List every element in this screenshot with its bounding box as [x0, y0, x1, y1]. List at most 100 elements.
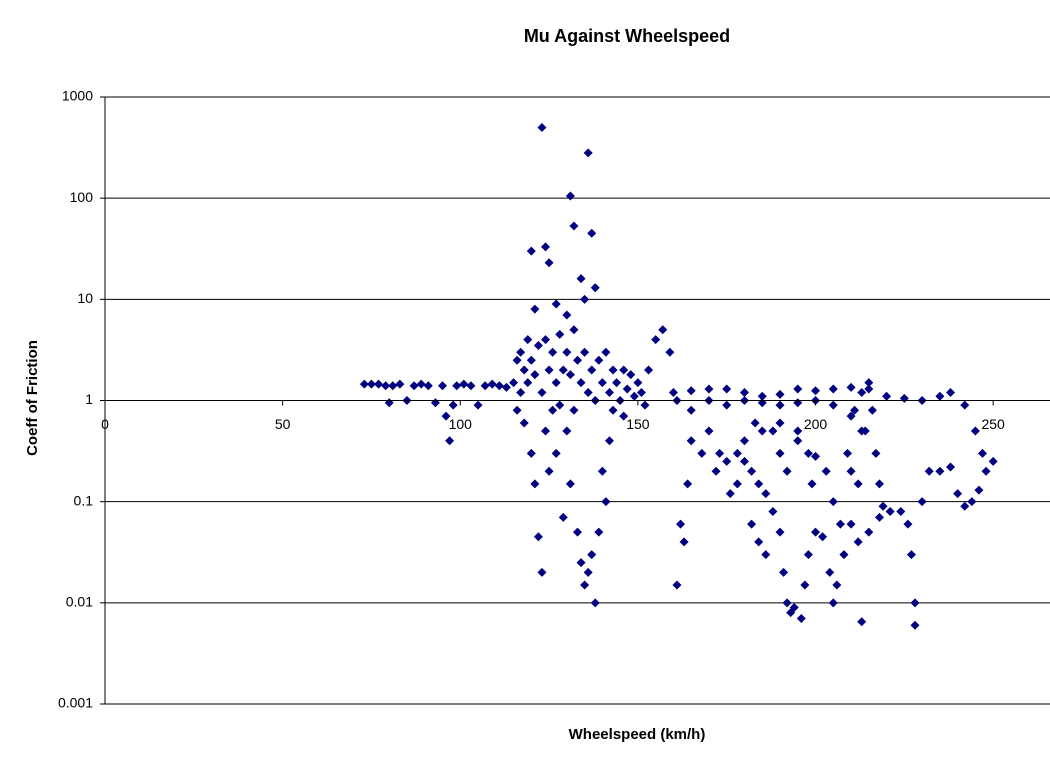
- data-point: [583, 567, 593, 577]
- data-point: [551, 448, 561, 458]
- data-point: [871, 448, 881, 458]
- data-point: [619, 411, 629, 421]
- data-point: [548, 347, 558, 357]
- data-point: [573, 355, 582, 365]
- data-point: [622, 384, 632, 394]
- data-point: [526, 448, 536, 458]
- data-point: [509, 378, 519, 388]
- data-point: [565, 191, 575, 201]
- data-point: [629, 391, 639, 401]
- data-point: [793, 398, 803, 408]
- data-point: [967, 497, 977, 507]
- x-tick-label: 200: [804, 416, 828, 432]
- data-point: [501, 382, 511, 392]
- data-point: [960, 400, 970, 410]
- data-point: [846, 411, 856, 421]
- data-point: [821, 466, 831, 476]
- data-point: [530, 479, 540, 489]
- data-point: [789, 602, 799, 612]
- data-point: [878, 501, 888, 511]
- data-point: [441, 411, 451, 421]
- data-point: [448, 400, 458, 410]
- y-tick-label: 10: [77, 290, 93, 306]
- y-tick-label: 100: [70, 189, 94, 205]
- data-point: [395, 379, 405, 389]
- data-point: [676, 519, 686, 529]
- data-point: [850, 405, 860, 415]
- data-point: [722, 400, 732, 410]
- chart-title: Mu Against Wheelspeed: [524, 26, 730, 46]
- data-point: [580, 294, 590, 304]
- data-point: [732, 479, 742, 489]
- data-point: [750, 418, 760, 428]
- data-point: [580, 347, 590, 357]
- data-point: [793, 384, 803, 394]
- data-point: [779, 567, 789, 577]
- data-point: [526, 246, 536, 256]
- data-point: [846, 466, 856, 476]
- data-point: [544, 466, 554, 476]
- data-point: [846, 519, 856, 529]
- data-point: [793, 436, 803, 446]
- data-point: [672, 580, 682, 590]
- data-point: [519, 365, 529, 375]
- data-point: [512, 355, 522, 365]
- data-point: [526, 355, 536, 365]
- data-point: [523, 335, 533, 345]
- data-point: [946, 462, 956, 472]
- data-point: [494, 381, 504, 391]
- data-point: [459, 379, 469, 389]
- data-point: [828, 497, 838, 507]
- data-points: [359, 122, 998, 630]
- data-point: [519, 418, 529, 428]
- data-point: [754, 479, 764, 489]
- data-point: [530, 370, 540, 380]
- data-point: [818, 532, 828, 542]
- y-tick-label: 1000: [62, 88, 93, 104]
- data-point: [640, 400, 650, 410]
- x-tick-label: 50: [275, 416, 291, 432]
- data-point: [747, 466, 757, 476]
- data-point: [796, 614, 806, 624]
- data-point: [533, 340, 543, 350]
- data-point: [558, 512, 568, 522]
- data-point: [917, 497, 927, 507]
- data-point: [601, 497, 611, 507]
- data-point: [512, 405, 522, 415]
- data-point: [782, 466, 792, 476]
- data-point: [636, 387, 646, 397]
- data-point: [366, 379, 376, 389]
- data-point: [828, 598, 838, 608]
- data-point: [651, 335, 661, 345]
- data-point: [604, 387, 614, 397]
- data-point: [988, 456, 998, 466]
- data-point: [800, 580, 810, 590]
- data-point: [587, 365, 597, 375]
- data-point: [583, 148, 593, 158]
- data-point: [867, 405, 877, 415]
- data-point: [590, 283, 600, 293]
- data-point: [864, 384, 874, 394]
- data-point: [562, 347, 572, 357]
- data-point: [601, 347, 611, 357]
- data-point: [739, 387, 749, 397]
- data-point: [541, 335, 551, 345]
- data-point: [874, 512, 884, 522]
- data-point: [516, 347, 526, 357]
- data-point: [828, 384, 838, 394]
- data-point: [793, 426, 803, 436]
- data-point: [899, 393, 909, 403]
- data-point: [857, 387, 867, 397]
- data-point: [608, 365, 618, 375]
- data-point: [768, 506, 778, 516]
- data-point: [704, 426, 714, 436]
- data-point: [551, 299, 561, 309]
- data-point: [782, 598, 792, 608]
- data-point: [953, 489, 963, 499]
- data-point: [438, 381, 447, 391]
- data-point: [604, 436, 614, 446]
- data-point: [569, 221, 579, 231]
- data-point: [860, 426, 870, 436]
- data-point: [857, 617, 867, 627]
- data-point: [874, 479, 884, 489]
